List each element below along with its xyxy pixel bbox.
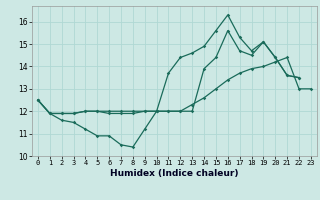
X-axis label: Humidex (Indice chaleur): Humidex (Indice chaleur) — [110, 169, 239, 178]
